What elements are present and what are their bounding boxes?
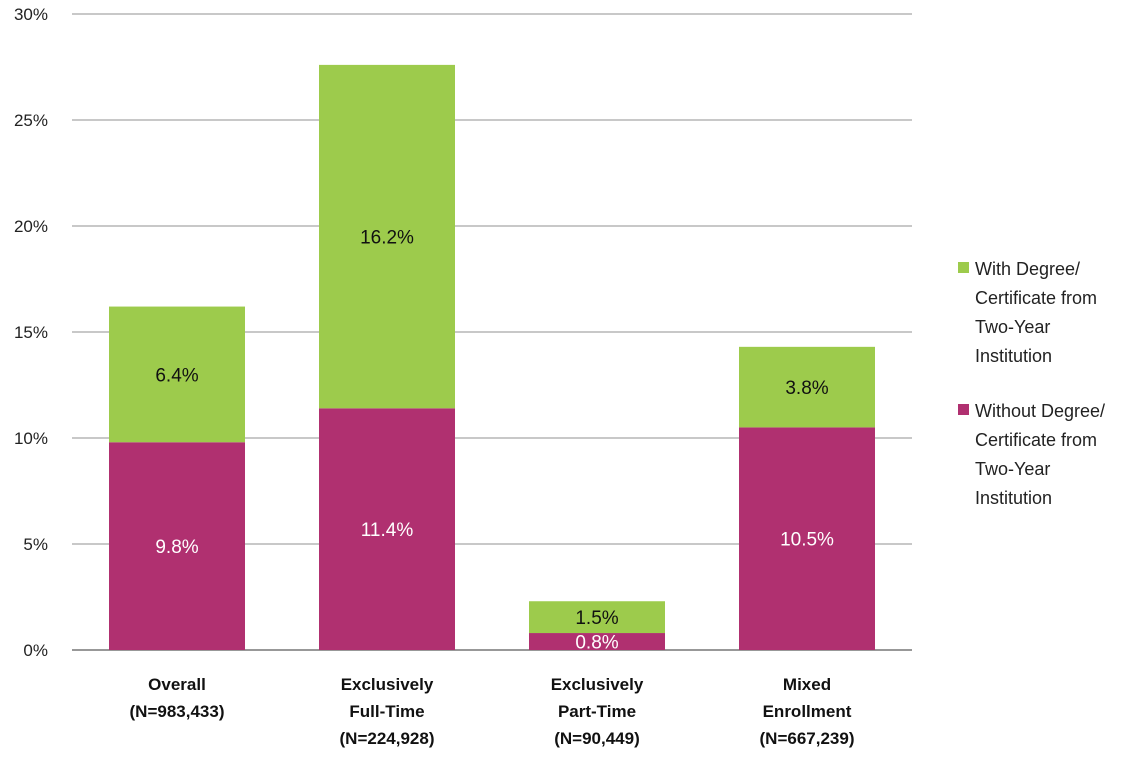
data-label: 10.5% bbox=[780, 530, 834, 551]
bar-segment bbox=[739, 427, 875, 650]
y-tick-label: 15% bbox=[14, 323, 48, 342]
data-labels: 9.8% 6.4% 11.4% 16.2% 0.8% 1.5% 10.5% 3.8% bbox=[155, 228, 834, 654]
x-category-label: Overall (N=983,433) bbox=[130, 675, 225, 721]
legend-label: With Degree/Certificate from Two-Year Inst… bbox=[975, 259, 1097, 366]
x-category-label: Exclusively Part-Time (N=90,449) bbox=[551, 675, 644, 748]
legend: With Degree/Certificate from Two-Year Inst… bbox=[958, 259, 1105, 508]
bar-segment bbox=[109, 442, 245, 650]
bars bbox=[109, 64, 875, 650]
y-axis: 0% 5% 10% 15% 20% 25% 30% bbox=[14, 5, 48, 660]
legend-swatch bbox=[958, 262, 969, 273]
legend-swatch bbox=[958, 404, 969, 415]
x-category-label: Mixed Enrollment (N=667,239) bbox=[760, 675, 855, 748]
x-category-label: Exclusively Full-Time (N=224,928) bbox=[340, 675, 435, 748]
y-tick-label: 25% bbox=[14, 111, 48, 130]
data-label: 16.2% bbox=[360, 228, 414, 249]
data-label: 3.8% bbox=[785, 378, 828, 399]
y-tick-label: 5% bbox=[23, 535, 48, 554]
bar-segment bbox=[319, 64, 455, 409]
bar-segment bbox=[109, 306, 245, 443]
bar-segment bbox=[529, 633, 665, 650]
data-label: 1.5% bbox=[575, 608, 618, 629]
data-label: 0.8% bbox=[575, 633, 618, 654]
data-label: 6.4% bbox=[155, 365, 198, 386]
data-label: 11.4% bbox=[361, 520, 414, 541]
y-tick-label: 10% bbox=[14, 429, 48, 448]
y-tick-label: 30% bbox=[14, 5, 48, 24]
legend-label: Without Degree/Certificate from Two-Year I… bbox=[975, 401, 1105, 508]
bar-segment bbox=[319, 408, 455, 650]
y-tick-label: 0% bbox=[23, 641, 48, 660]
y-tick-label: 20% bbox=[14, 217, 48, 236]
data-label: 9.8% bbox=[155, 537, 198, 558]
bar-segment bbox=[529, 601, 665, 634]
x-axis: Overall (N=983,433) Exclusively Full-Time (N… bbox=[130, 675, 855, 748]
bar-segment bbox=[739, 346, 875, 428]
